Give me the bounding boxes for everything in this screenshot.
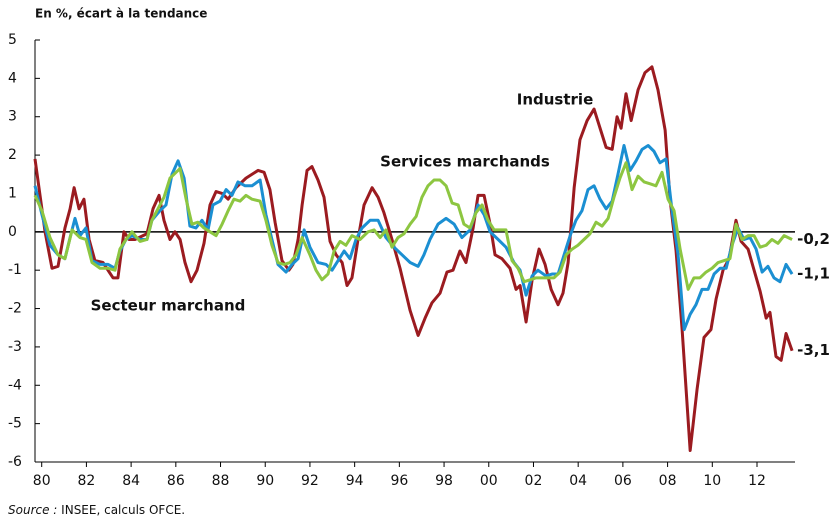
y-tick-label: -3 [8,339,22,355]
end-label: -0,2 [797,230,830,248]
y-tick-label: 0 [8,224,17,240]
y-tick-label: -2 [8,301,22,317]
x-tick-label: 90 [256,473,274,489]
y-tick-label: 2 [8,147,17,163]
end-label: -1,1 [797,265,830,283]
x-tick-label: 92 [301,473,319,489]
y-tick-label: 1 [8,185,17,201]
x-tick-label: 98 [435,473,453,489]
y-tick-label: 3 [8,109,17,125]
x-tick-label: 10 [703,473,721,489]
x-tick-label: 86 [167,473,185,489]
x-tick-label: 04 [569,473,587,489]
series-line [33,161,793,291]
x-tick-label: 88 [212,473,230,489]
end-label: -3,1 [797,341,830,359]
x-tick-label: 82 [77,473,95,489]
x-tick-label: 08 [659,473,677,489]
y-tick-label: -5 [8,416,22,432]
x-tick-label: 96 [390,473,408,489]
y-tick-label: -1 [8,262,22,278]
y-tick-label: -6 [8,454,22,470]
source: Source : INSEE, calculs OFCE. [8,503,185,517]
series-label: Secteur marchand [91,297,246,315]
series-line [33,144,794,332]
y-tick-label: 5 [8,32,17,48]
source-prefix: Source : [8,503,57,517]
series-label: Services marchands [380,153,550,171]
source-text: INSEE, calculs OFCE. [61,503,185,517]
x-tick-label: 12 [748,473,766,489]
x-tick-label: 00 [480,473,498,489]
chart-title: En %, écart à la tendance [35,7,207,21]
x-tick-label: 84 [122,473,140,489]
y-tick-label: -4 [8,377,22,393]
y-tick-label: 4 [8,70,17,86]
x-tick-label: 94 [346,473,364,489]
x-tick-label: 80 [33,473,51,489]
x-tick-label: 06 [614,473,632,489]
series-label: Industrie [517,91,594,109]
x-tick-label: 02 [525,473,543,489]
